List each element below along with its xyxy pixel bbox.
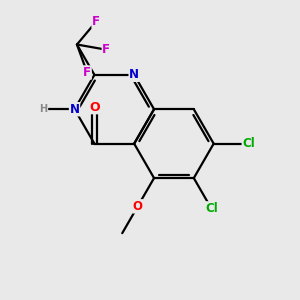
Text: O: O [89, 100, 100, 114]
Text: F: F [92, 15, 100, 28]
Text: Cl: Cl [205, 202, 218, 215]
Text: F: F [102, 43, 110, 56]
Text: N: N [70, 103, 80, 116]
Text: O: O [133, 200, 143, 213]
Text: F: F [83, 66, 91, 79]
Text: Cl: Cl [242, 137, 255, 150]
Text: N: N [129, 68, 139, 81]
Text: H: H [40, 104, 48, 114]
